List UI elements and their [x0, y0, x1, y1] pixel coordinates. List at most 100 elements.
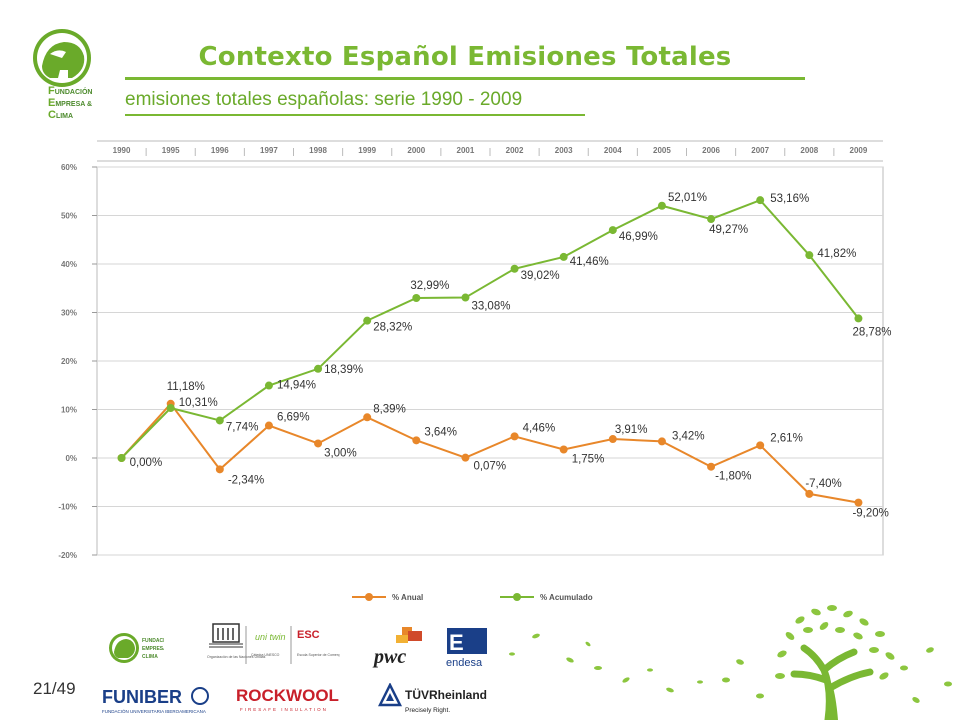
- data-label: 14,94%: [277, 380, 316, 392]
- title-divider: [125, 77, 805, 80]
- svg-text:Precisely Right.: Precisely Right.: [405, 707, 450, 714]
- data-point: [657, 201, 666, 210]
- data-label: -7,40%: [805, 478, 841, 490]
- falling-leaves-decoration: [509, 633, 703, 693]
- svg-text:FUNDACIÓN: FUNDACIÓN: [142, 636, 164, 644]
- data-label: 8,39%: [373, 403, 406, 415]
- data-label: 41,82%: [817, 248, 856, 260]
- tree-decoration: [722, 605, 952, 720]
- data-label: 28,32%: [373, 322, 412, 334]
- data-point: [805, 489, 814, 498]
- x-tick-label: 1999: [358, 146, 376, 155]
- page-title: Contexto Español Emisiones Totales: [198, 42, 732, 72]
- data-point: [510, 264, 519, 273]
- subtitle-divider: [125, 114, 585, 116]
- data-point: [412, 293, 421, 302]
- svg-text:FIRESAFE INSULATION: FIRESAFE INSULATION: [240, 707, 328, 712]
- y-tick-label: 40%: [61, 260, 77, 269]
- data-label: 0,07%: [473, 461, 506, 473]
- x-tick-label: 2003: [555, 146, 573, 155]
- legend-swatch-marker: [513, 593, 521, 601]
- emissions-line-chart: 1990 1995 1996 1997 1998 1999 2000 2001 2002 2003…: [58, 140, 891, 602]
- data-label: 3,42%: [672, 430, 705, 442]
- y-tick-label: -20%: [58, 551, 77, 560]
- endesa-logo: E endesa: [446, 628, 487, 669]
- data-label: 39,02%: [521, 270, 560, 282]
- series-anual: 11,18% -2,34% 6,69% 3,00% 8,39% 3,64% 0,07% 4,4…: [117, 381, 889, 520]
- svg-text:FUNDACIÓN UNIVERSITARIA IBEROA: FUNDACIÓN UNIVERSITARIA IBEROAMERICANA: [102, 708, 206, 714]
- esc-text: ESC: [297, 629, 320, 641]
- data-label: 7,74%: [226, 421, 259, 433]
- data-label: 1,75%: [572, 454, 605, 466]
- data-point: [707, 462, 716, 471]
- svg-text:E: E: [449, 630, 464, 655]
- series-line: [120, 198, 860, 459]
- svg-text:ROCKWOOL: ROCKWOOL: [236, 686, 339, 705]
- y-tick-label: 20%: [61, 357, 77, 366]
- data-point: [707, 215, 716, 224]
- data-label: 4,46%: [523, 422, 556, 434]
- fundacion-small-logo: FUNDACIÓN EMPRESA & CLIMA: [109, 633, 164, 663]
- x-tick-label: 1998: [309, 146, 327, 155]
- data-label: 2,61%: [770, 432, 803, 444]
- data-point: [314, 364, 323, 373]
- svg-text:Cátedra UNESCO: Cátedra UNESCO: [251, 653, 280, 657]
- svg-text:FUNIBER: FUNIBER: [102, 687, 182, 707]
- data-label: 3,64%: [424, 426, 457, 438]
- y-tick-label: 60%: [61, 163, 77, 172]
- data-label: 3,00%: [324, 447, 357, 459]
- data-point: [215, 465, 224, 474]
- data-point: [166, 403, 175, 412]
- logo-wordmark: FUNDACIÓN EMPRESA & CLIMA: [48, 85, 93, 121]
- data-label: 18,39%: [324, 364, 363, 376]
- legend-label: % Anual: [392, 593, 423, 602]
- x-tick-label: 1997: [260, 146, 278, 155]
- svg-text:Escola Superior de Comerç: Escola Superior de Comerç: [297, 653, 340, 657]
- data-point: [314, 439, 323, 448]
- unitwin-text: uni twin: [255, 632, 286, 642]
- data-label: 52,01%: [668, 192, 707, 204]
- data-label: 3,91%: [615, 424, 648, 436]
- data-point: [559, 252, 568, 261]
- data-point: [363, 316, 372, 325]
- svg-text:endesa: endesa: [446, 657, 483, 669]
- unesco-unitwin-logos: uni twin ESC Organización de las Nacione…: [207, 623, 340, 664]
- pwc-logo: pwc: [372, 627, 422, 668]
- data-point: [117, 454, 126, 462]
- data-point: [215, 416, 224, 425]
- data-point: [756, 196, 765, 205]
- x-tick-label: 1995: [162, 146, 180, 155]
- data-point: [559, 445, 568, 454]
- data-point: [264, 381, 273, 390]
- data-point: [756, 441, 765, 450]
- data-point: [657, 437, 666, 446]
- legend-label: % Acumulado: [540, 593, 593, 602]
- data-label: 49,27%: [709, 224, 748, 236]
- y-tick-label: 30%: [61, 309, 77, 318]
- data-label: 10,31%: [179, 397, 218, 409]
- x-tick-label: 2001: [457, 146, 475, 155]
- data-point: [805, 251, 814, 260]
- svg-text:pwc: pwc: [372, 646, 406, 668]
- data-point: [608, 226, 617, 235]
- y-tick-label: 0%: [65, 454, 77, 463]
- x-tick-label: 2005: [653, 146, 671, 155]
- data-label: 32,99%: [410, 280, 449, 292]
- series-line: [120, 402, 859, 504]
- svg-text:TÜVRheinland: TÜVRheinland: [405, 687, 487, 702]
- series-acumulado: 0,00% 10,31% 7,74% 14,94% 18,39% 28,32% 32,99%…: [117, 192, 891, 469]
- rockwool-logo: ROCKWOOL FIRESAFE INSULATION: [236, 686, 339, 712]
- data-label: -1,80%: [715, 471, 751, 483]
- x-tick-label: 2007: [751, 146, 769, 155]
- page-subtitle: emisiones totales españolas: serie 1990 …: [125, 89, 523, 110]
- data-label: 6,69%: [277, 412, 310, 424]
- x-tick-label: 2009: [850, 146, 868, 155]
- x-tick-label: 1996: [211, 146, 229, 155]
- y-tick-label: 50%: [61, 212, 77, 221]
- funiber-logo: FUNIBER FUNDACIÓN UNIVERSITARIA IBEROAME…: [102, 687, 209, 714]
- x-tick-label: 2004: [604, 146, 622, 155]
- data-label: -9,20%: [852, 508, 888, 520]
- data-point: [854, 314, 863, 323]
- data-label: -2,34%: [228, 474, 264, 486]
- data-point: [510, 432, 519, 441]
